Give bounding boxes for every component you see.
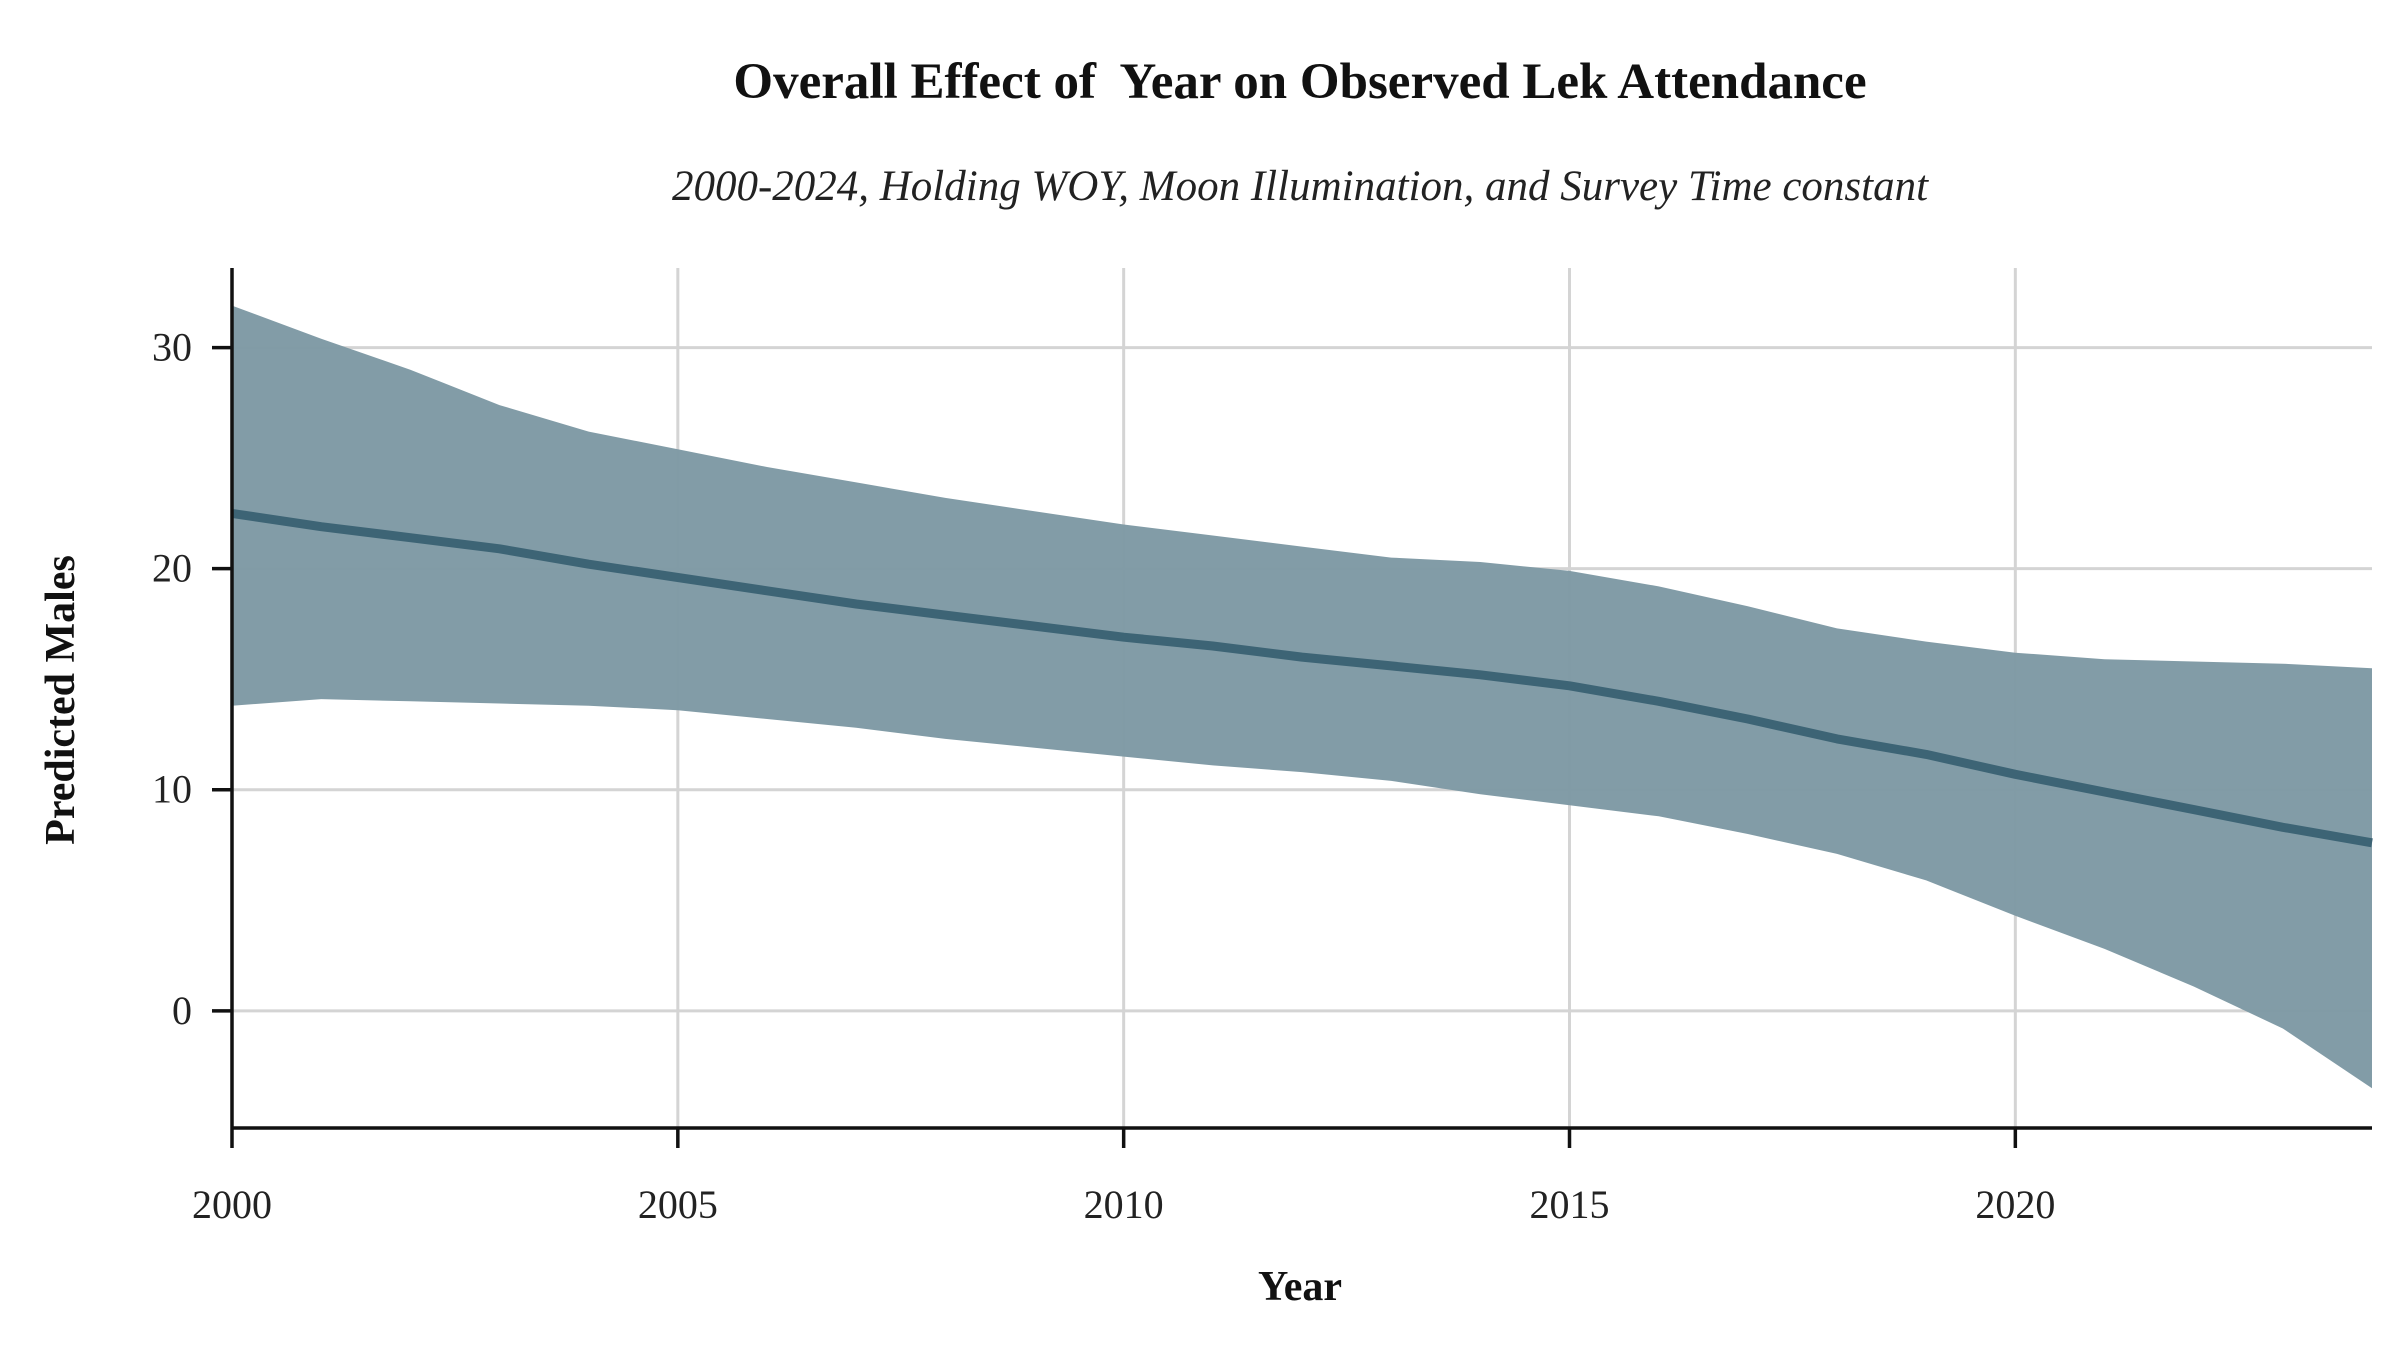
tick-label-layer: 2000 2005 2010 2015 2020 0 10 20 30: [152, 325, 2055, 1227]
x-tick-label: 2010: [1084, 1182, 1164, 1227]
y-tick-label: 10: [152, 767, 192, 812]
chart-subtitle: 2000-2024, Holding WOY, Moon Illuminatio…: [672, 163, 1929, 210]
y-tick-label: 20: [152, 546, 192, 591]
x-tick-label: 2020: [1975, 1182, 2055, 1227]
x-tick-label: 2005: [638, 1182, 718, 1227]
axes-layer: [212, 268, 2372, 1148]
confidence-band-layer: [232, 305, 2372, 1089]
fitted-trend-line: [231, 508, 2373, 848]
x-tick-label: 2015: [1530, 1182, 1610, 1227]
chart-title: Overall Effect of Year on Observed Lek A…: [733, 54, 1866, 110]
y-axis-title: Predicted Males: [38, 555, 84, 845]
x-tick-label: 2000: [192, 1182, 272, 1227]
confidence-band: [232, 305, 2372, 1089]
y-tick-label: 0: [172, 988, 192, 1033]
x-axis-title: Year: [1258, 1264, 1342, 1310]
y-tick-label: 30: [152, 325, 192, 370]
trend-line-layer: [231, 508, 2373, 848]
